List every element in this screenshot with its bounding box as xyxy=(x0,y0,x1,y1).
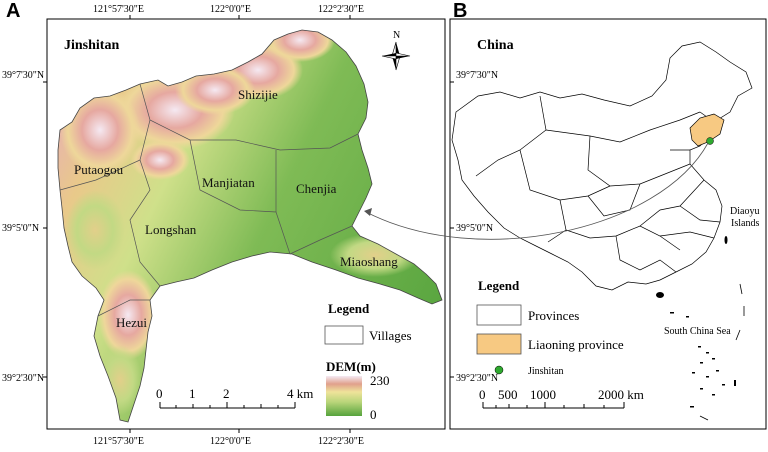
a-scalebar xyxy=(159,402,296,409)
jinshitan-location-marker xyxy=(706,137,714,145)
jinshitan-legend-label: Jinshitan xyxy=(528,366,564,377)
a-legend-title: Legend xyxy=(328,301,370,316)
villages-swatch xyxy=(324,325,364,345)
islands xyxy=(656,236,736,408)
nine-dash-line xyxy=(699,283,745,421)
dem-color-ramp xyxy=(326,376,362,416)
b-scalebar xyxy=(482,402,625,409)
provinces-swatch xyxy=(476,304,522,326)
villages-legend-label: Villages xyxy=(369,328,412,343)
village-label: Shizijie xyxy=(238,87,278,102)
location-connector xyxy=(365,142,709,240)
panel-a-frame xyxy=(46,18,446,430)
a-scale-label: 0 xyxy=(156,386,163,401)
north-arrow-icon xyxy=(381,41,411,71)
a-lat-2: 39°5'0"N xyxy=(2,223,39,234)
village-label: Chenjia xyxy=(296,181,337,196)
a-scale-label: 4 km xyxy=(287,386,313,401)
diaoyu-label: Diaoyu xyxy=(730,206,759,217)
village-label: Putaogou xyxy=(74,162,124,177)
panel-a-ticks xyxy=(43,15,351,433)
panel-b-letter: B xyxy=(453,0,467,22)
panel-a-title: Jinshitan xyxy=(64,38,119,53)
dem-min-label: 0 xyxy=(370,407,377,422)
a-lat-1: 39°7'30"N xyxy=(2,70,44,81)
b-lat-2: 39°5'0"N xyxy=(456,223,493,234)
a-lon-top-3: 122°2'30"E xyxy=(318,4,364,15)
a-scale-label: 1 xyxy=(189,386,196,401)
b-scale-label: 2000 km xyxy=(598,387,644,402)
a-lon-bottom-2: 122°0'0"E xyxy=(210,436,251,447)
a-lat-3: 39°2'30"N xyxy=(2,373,44,384)
liaoning-legend-label: Liaoning province xyxy=(528,337,624,352)
dem-legend-title: DEM(m) xyxy=(326,359,376,374)
b-scale-label: 0 xyxy=(479,387,486,402)
dem-max-label: 230 xyxy=(370,373,390,388)
b-lat-1: 39°7'30"N xyxy=(456,70,498,81)
village-label: Longshan xyxy=(145,222,197,237)
b-scale-label: 500 xyxy=(498,387,518,402)
a-lon-bottom-1: 121°57'30"E xyxy=(93,436,144,447)
liaoning-province xyxy=(689,113,725,147)
b-lat-3: 39°2'30"N xyxy=(456,373,498,384)
a-lon-top-1: 121°57'30"E xyxy=(93,4,144,15)
a-scale-label: 2 xyxy=(223,386,230,401)
village-label: Manjiatan xyxy=(202,175,255,190)
b-legend-title: Legend xyxy=(478,278,520,293)
diaoyu-label: Islands xyxy=(731,218,759,229)
village-label: Miaoshang xyxy=(340,254,398,269)
south-china-sea-label: South China Sea xyxy=(664,326,731,337)
panel-a-letter: A xyxy=(6,0,20,22)
panel-b-frame xyxy=(449,18,767,430)
a-lon-bottom-3: 122°2'30"E xyxy=(318,436,364,447)
liaoning-swatch xyxy=(476,333,522,355)
panel-b-ticks xyxy=(450,81,454,378)
provinces-legend-label: Provinces xyxy=(528,308,579,323)
jinshitan-dem-map xyxy=(57,29,443,423)
north-label: N xyxy=(393,30,400,41)
a-lon-top-2: 122°0'0"E xyxy=(210,4,251,15)
village-label: Hezui xyxy=(116,315,147,330)
b-scale-label: 1000 xyxy=(530,387,556,402)
panel-b-title: China xyxy=(477,38,514,53)
jinshitan-legend-marker xyxy=(494,365,504,375)
connector-arrowhead xyxy=(364,208,372,216)
